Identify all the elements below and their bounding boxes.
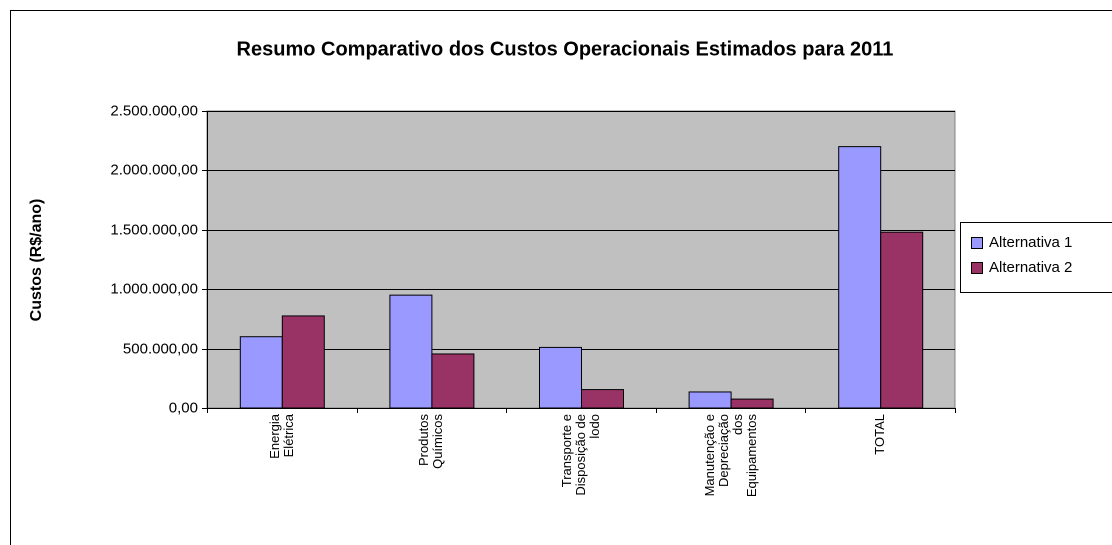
y-tick-label: 1.000.000,00 — [110, 280, 198, 297]
y-tick-label: 500.000,00 — [123, 340, 198, 357]
x-tick-label: Manutenção e Depreciação dos Equipamento… — [701, 414, 759, 498]
bar — [838, 146, 882, 409]
x-tick-label: TOTAL — [872, 414, 888, 455]
bar — [389, 294, 433, 409]
x-tick-label: Produtos Químicos — [416, 414, 446, 469]
y-tick-label: 2.000.000,00 — [110, 161, 198, 178]
x-tick-label: Transporte e Disposição de lodo — [559, 414, 602, 496]
legend-swatch — [971, 262, 983, 274]
legend-box — [960, 222, 1112, 293]
bar — [730, 398, 774, 409]
legend-label: Alternativa 1 — [989, 234, 1072, 251]
x-tick-label: Energia Elétrica — [266, 414, 296, 459]
bar — [688, 391, 732, 409]
y-tick-label: 1.500.000,00 — [110, 221, 198, 238]
legend-swatch — [971, 237, 983, 249]
bar — [281, 315, 325, 409]
bar — [239, 336, 283, 409]
bar — [431, 353, 475, 409]
y-tick-label: 2.500.000,00 — [110, 102, 198, 119]
y-tick-label: 0,00 — [169, 399, 198, 416]
y-axis-label: Custos (R$/ano) — [28, 199, 45, 322]
chart-title: Resumo Comparativo dos Custos Operaciona… — [237, 38, 894, 60]
legend-label: Alternativa 2 — [989, 259, 1072, 276]
bar — [581, 389, 624, 409]
bar — [539, 346, 582, 409]
bar — [880, 231, 924, 409]
